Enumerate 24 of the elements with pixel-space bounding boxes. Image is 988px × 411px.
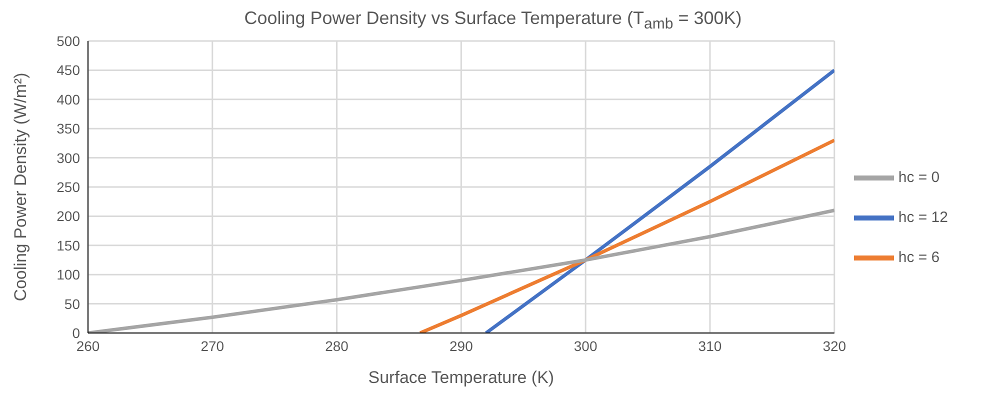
x-tick-label: 290 — [450, 338, 474, 354]
y-tick-label: 100 — [56, 266, 80, 282]
y-tick-label: 400 — [56, 90, 80, 107]
y-tick-label: 200 — [56, 208, 80, 224]
x-tick-label: 280 — [325, 338, 349, 354]
x-axis-title: Surface Temperature (K) — [368, 368, 554, 387]
legend-label: hc = 0 — [898, 168, 940, 186]
x-tick-label: 300 — [574, 338, 598, 354]
y-tick-label: 500 — [56, 32, 80, 49]
chart-title: Cooling Power Density vs Surface Temperature (T$_{amb}$ = 300K) — [243, 8, 743, 33]
line-series — [484, 68, 834, 333]
y-tick-label: 450 — [56, 62, 80, 78]
x-tick-label: 310 — [698, 338, 722, 354]
y-tick-label: 350 — [56, 120, 80, 136]
y-tick-label: 300 — [56, 149, 80, 166]
y-tick-label: 150 — [56, 236, 80, 253]
x-tick-label: 320 — [822, 338, 846, 354]
line-series — [418, 138, 834, 333]
x-tick-label: 270 — [200, 338, 224, 354]
legend-label: hc = 12 — [898, 208, 948, 226]
legend-label: hc = 6 — [898, 248, 940, 266]
y-axis-title: Cooling Power Density (W/m²) — [11, 72, 30, 301]
y-tick-label: 50 — [64, 295, 80, 312]
y-tick-label: 250 — [56, 178, 80, 195]
